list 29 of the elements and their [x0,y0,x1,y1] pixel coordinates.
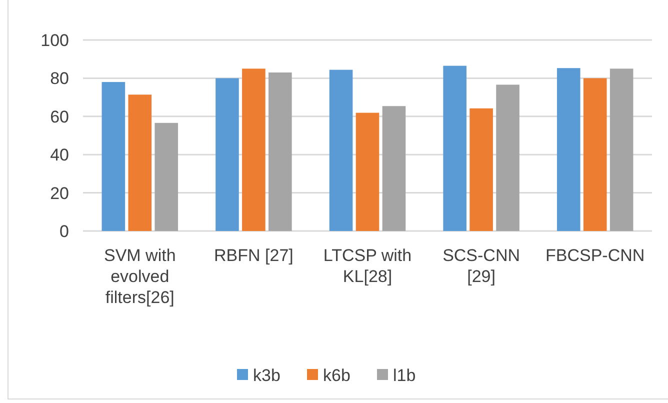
bar [583,78,607,231]
bar [470,108,493,231]
bar [382,106,406,231]
bar [610,68,634,231]
bar [496,84,520,231]
x-tick-label: SCS-CNN [29] [442,246,520,286]
x-tick-label: FBCSP-CNN [546,246,645,265]
y-tick-label: 40 [50,146,69,165]
bar [128,94,152,231]
bar [154,122,178,231]
y-tick-label: 0 [60,222,69,241]
bar [329,70,353,231]
x-tick-label: SVM with evolved filters[26] [104,246,176,307]
y-tick-label: 60 [50,107,69,126]
legend-label: l1b [393,366,416,385]
x-tick-label: RBFN [27] [214,246,294,265]
y-tick-label: 20 [50,184,69,203]
bar [268,72,292,231]
legend-label: k6b [323,366,350,385]
x-tick-label: LTCSP with KL[28] [323,246,412,286]
bar [556,68,580,231]
y-tick-label: 100 [40,30,69,50]
bar [443,66,466,231]
bar [356,112,380,231]
y-tick-label: 80 [50,69,69,88]
bar [242,68,266,231]
bar [102,82,126,231]
bar [216,78,239,231]
legend-label: k3b [253,366,280,385]
